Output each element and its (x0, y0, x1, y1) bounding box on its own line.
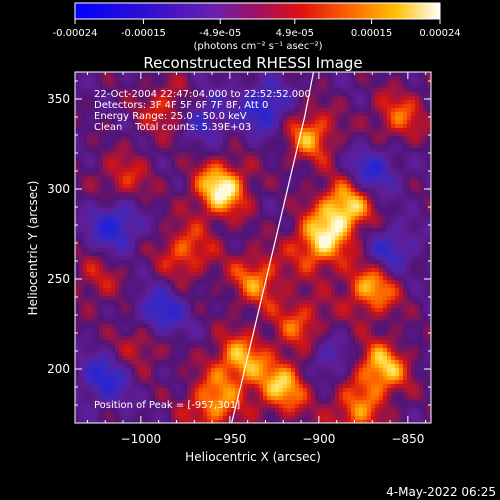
annotation-energy: Energy Range: 25.0 - 50.0 keV (94, 111, 247, 122)
x-axis-label: Heliocentric X (arcsec) (185, 450, 321, 464)
plot-frame (74, 71, 432, 424)
colorbar-tick-label: 4.9e-05 (276, 28, 314, 39)
colorbar: -0.00024 -0.00015 -4.9e-05 4.9e-05 0.00015 0.… (53, 2, 461, 52)
peak-position-label: Position of Peak = [-957,301] (94, 400, 240, 411)
solar-limb-line (231, 72, 315, 423)
timestamp: 4-May-2022 06:25 (386, 485, 496, 499)
colorbar-unit-label: (photons cm⁻² s⁻¹ asec⁻²) (193, 41, 322, 52)
axis-ticks: −1000 −950 −900 −850 200 250 300 350 (47, 72, 431, 446)
y-tick-label: 200 (47, 362, 70, 376)
annotation-detectors: Detectors: 3F 4F 5F 6F 7F 8F, Att 0 (94, 100, 268, 111)
colorbar-tick-label: 0.00024 (419, 28, 460, 39)
info-annotations: 22-Oct-2004 22:47:04.000 to 22:52:52.000… (94, 89, 311, 411)
colorbar-gradient (74, 2, 441, 20)
plot-area: −1000 −950 −900 −850 200 250 300 350 22-Oct-200… (47, 71, 432, 446)
y-tick-label: 350 (47, 92, 70, 106)
colorbar-tick-label: -0.00024 (53, 28, 98, 39)
colorbar-tick-label: -4.9e-05 (199, 28, 241, 39)
chart-title: Reconstructed RHESSI Image (143, 54, 362, 72)
x-tick-label: −850 (391, 432, 424, 446)
annotation-clean: Clean Total counts: 5.39E+03 (94, 122, 251, 133)
x-tick-label: −900 (302, 432, 335, 446)
y-tick-label: 300 (47, 182, 70, 196)
x-tick-label: −950 (213, 432, 246, 446)
y-axis-label: Heliocentric Y (arcsec) (26, 181, 40, 316)
colorbar-ticks: -0.00024 -0.00015 -4.9e-05 4.9e-05 0.00015 0.… (53, 19, 461, 39)
heatmap-image (75, 72, 431, 423)
annotation-time: 22-Oct-2004 22:47:04.000 to 22:52:52.000 (94, 89, 311, 100)
x-tick-label: −1000 (121, 432, 162, 446)
colorbar-tick-label: 0.00015 (351, 28, 392, 39)
colorbar-tick-label: -0.00015 (121, 28, 166, 39)
y-tick-label: 250 (47, 272, 70, 286)
